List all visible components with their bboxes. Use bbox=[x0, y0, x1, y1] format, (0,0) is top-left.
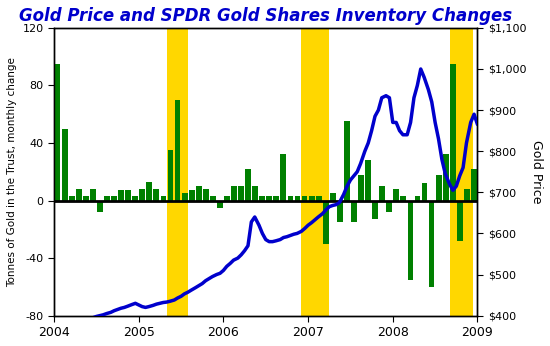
Bar bbox=[288, 196, 293, 201]
Bar bbox=[252, 186, 258, 201]
Bar bbox=[217, 201, 223, 208]
Bar bbox=[471, 169, 477, 201]
Bar bbox=[330, 193, 336, 201]
Bar bbox=[182, 193, 188, 201]
Bar bbox=[231, 186, 237, 201]
Bar bbox=[295, 196, 300, 201]
Bar bbox=[139, 189, 145, 201]
Bar bbox=[97, 201, 103, 212]
Bar bbox=[379, 186, 385, 201]
Bar bbox=[365, 160, 371, 201]
Bar bbox=[273, 196, 279, 201]
Bar bbox=[210, 196, 216, 201]
Bar bbox=[457, 201, 463, 241]
Bar bbox=[125, 190, 131, 201]
Bar bbox=[259, 196, 265, 201]
Bar bbox=[358, 175, 364, 201]
Bar bbox=[309, 196, 315, 201]
Bar bbox=[415, 196, 420, 201]
Bar bbox=[69, 196, 75, 201]
Bar bbox=[167, 28, 188, 316]
Bar bbox=[464, 189, 470, 201]
Bar bbox=[301, 28, 329, 316]
Bar bbox=[196, 186, 201, 201]
Bar bbox=[372, 201, 378, 219]
Bar bbox=[104, 196, 110, 201]
Bar bbox=[443, 155, 449, 201]
Bar bbox=[351, 201, 357, 222]
Bar bbox=[337, 201, 343, 222]
Bar bbox=[83, 196, 89, 201]
Bar bbox=[118, 190, 124, 201]
Bar bbox=[400, 196, 406, 201]
Bar bbox=[422, 183, 427, 201]
Bar bbox=[280, 155, 286, 201]
Bar bbox=[203, 189, 208, 201]
Bar bbox=[90, 189, 96, 201]
Y-axis label: Gold Price: Gold Price bbox=[530, 140, 543, 203]
Bar bbox=[316, 196, 322, 201]
Bar bbox=[245, 169, 251, 201]
Bar bbox=[189, 190, 195, 201]
Bar bbox=[428, 201, 434, 287]
Bar bbox=[393, 189, 399, 201]
Bar bbox=[238, 186, 244, 201]
Bar bbox=[175, 100, 180, 201]
Bar bbox=[301, 196, 307, 201]
Bar bbox=[54, 64, 60, 201]
Bar bbox=[386, 201, 392, 212]
Bar bbox=[111, 196, 117, 201]
Bar bbox=[62, 129, 68, 201]
Bar bbox=[266, 196, 272, 201]
Bar bbox=[344, 121, 350, 201]
Bar bbox=[133, 196, 138, 201]
Bar bbox=[449, 28, 473, 316]
Bar bbox=[168, 150, 173, 201]
Bar bbox=[76, 189, 81, 201]
Bar bbox=[161, 196, 166, 201]
Bar bbox=[436, 175, 442, 201]
Y-axis label: Tonnes of Gold in the Trust, monthly change: Tonnes of Gold in the Trust, monthly cha… bbox=[7, 57, 17, 287]
Bar bbox=[153, 189, 159, 201]
Bar bbox=[146, 182, 152, 201]
Bar bbox=[323, 201, 328, 244]
Title: Gold Price and SPDR Gold Shares Inventory Changes: Gold Price and SPDR Gold Shares Inventor… bbox=[19, 7, 512, 25]
Bar bbox=[224, 196, 230, 201]
Bar bbox=[450, 64, 455, 201]
Bar bbox=[408, 201, 413, 280]
